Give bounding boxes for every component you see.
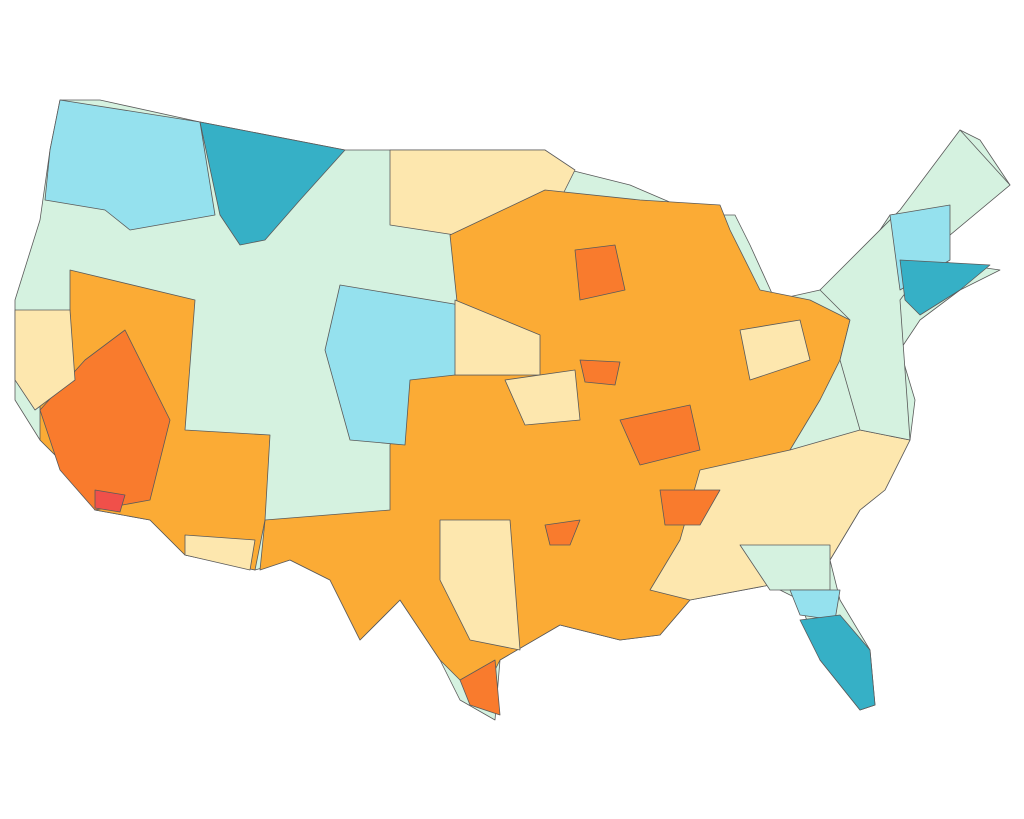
- region: [14, 309, 76, 411]
- region: [739, 319, 811, 381]
- region: [899, 259, 991, 316]
- region: [184, 534, 256, 571]
- region: [544, 519, 581, 546]
- region: [619, 404, 701, 466]
- region: [649, 429, 911, 601]
- region: [94, 489, 126, 513]
- region: [459, 659, 501, 716]
- region: [659, 489, 721, 526]
- region: [504, 369, 581, 426]
- region: [574, 244, 626, 301]
- region: [259, 189, 851, 701]
- region: [44, 99, 216, 231]
- region: [579, 359, 621, 386]
- region: [819, 129, 1011, 441]
- region: [799, 614, 876, 711]
- region: [789, 589, 841, 621]
- region: [199, 121, 346, 246]
- region: [439, 519, 521, 651]
